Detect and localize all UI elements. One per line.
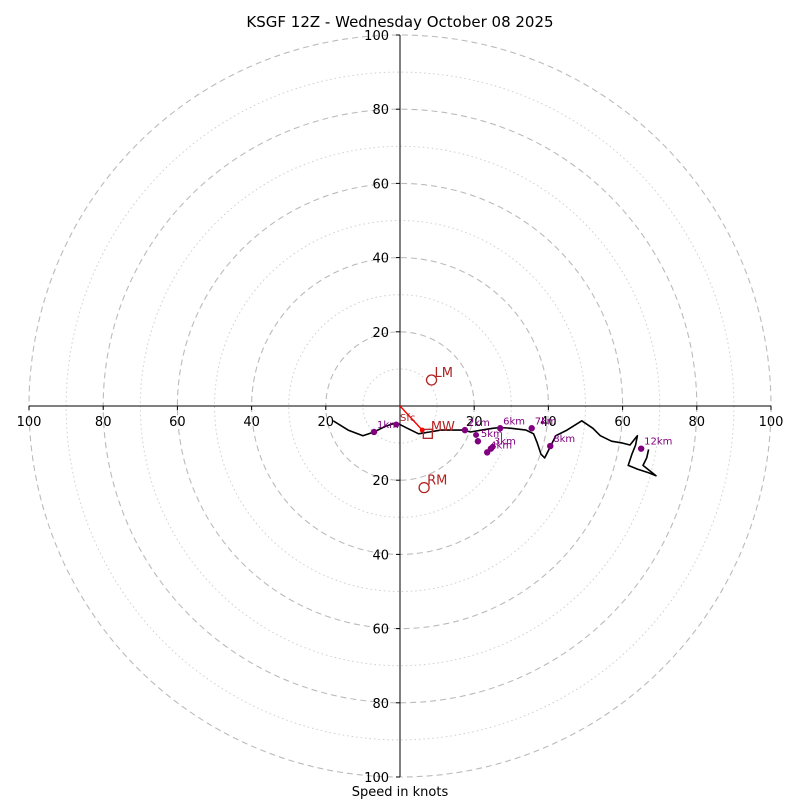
y-tick-label: 100 <box>364 29 389 44</box>
hodograph-line <box>332 419 657 477</box>
height-label-1km: 1km <box>377 420 399 431</box>
tick-labels: 100 80 60 40 20 20 40 60 80 100 100 80 60 40 20 20 40 60 8… <box>17 29 784 786</box>
height-label-7km: 7km <box>535 416 557 427</box>
x-tick-label: 100 <box>17 415 42 430</box>
shear-vector-tip <box>419 427 425 433</box>
height-label-3km: 3km <box>494 437 516 448</box>
x-tick-label: 60 <box>614 415 631 430</box>
label-LM: LM <box>435 366 453 381</box>
x-tick-label: 20 <box>318 415 335 430</box>
height-label-2km: 2km <box>468 418 490 429</box>
height-marker-2km <box>461 426 469 434</box>
height-label-4km: 4km <box>490 440 512 451</box>
x-tick-label: 20 <box>466 415 483 430</box>
surface-label: Sfc <box>400 413 415 424</box>
label-MW: MW <box>431 420 455 435</box>
marker-RM <box>418 481 430 494</box>
height-marker-6km <box>496 425 504 432</box>
height-label-6km: 6km <box>503 416 525 427</box>
x-tick-label: 40 <box>243 415 260 430</box>
height-marker-5km <box>474 438 482 445</box>
chart-title: KSGF 12Z - Wednesday October 08 2025 <box>246 13 553 31</box>
x-tick-label: 60 <box>169 415 186 430</box>
height-marker-8km <box>547 442 554 450</box>
height-label-12km: 12km <box>644 437 672 448</box>
x-tick-label: 80 <box>95 415 112 430</box>
y-tick-label: 80 <box>372 103 389 118</box>
y-tick-label: 60 <box>372 623 389 638</box>
height-point <box>393 421 400 428</box>
marker-MW <box>422 428 433 439</box>
height-point <box>473 431 480 438</box>
storm-motion-markers: LM RM MW <box>418 366 455 494</box>
shear-vector <box>399 405 423 431</box>
y-tick-label: 100 <box>364 771 389 786</box>
y-tick-label: 40 <box>372 252 389 267</box>
x-tick-label: 100 <box>759 415 784 430</box>
x-axis-label: Speed in knots <box>352 785 449 800</box>
y-tick-label: 80 <box>372 697 389 712</box>
height-label-5km: 5km <box>481 429 503 440</box>
y-tick-label: 60 <box>372 177 389 192</box>
x-tick-label: 80 <box>689 415 706 430</box>
label-RM: RM <box>427 474 447 489</box>
height-label-8km: 8km <box>553 434 575 445</box>
height-marker-4km <box>483 449 491 456</box>
y-tick-label: 40 <box>372 548 389 563</box>
y-tick-label: 20 <box>372 326 389 341</box>
marker-LM <box>425 374 438 386</box>
x-tick-label: 40 <box>540 415 557 430</box>
height-marker-1km <box>370 428 378 436</box>
height-marker-7km <box>528 425 535 432</box>
height-marker-12km <box>637 445 645 452</box>
y-tick-label: 20 <box>372 474 389 489</box>
